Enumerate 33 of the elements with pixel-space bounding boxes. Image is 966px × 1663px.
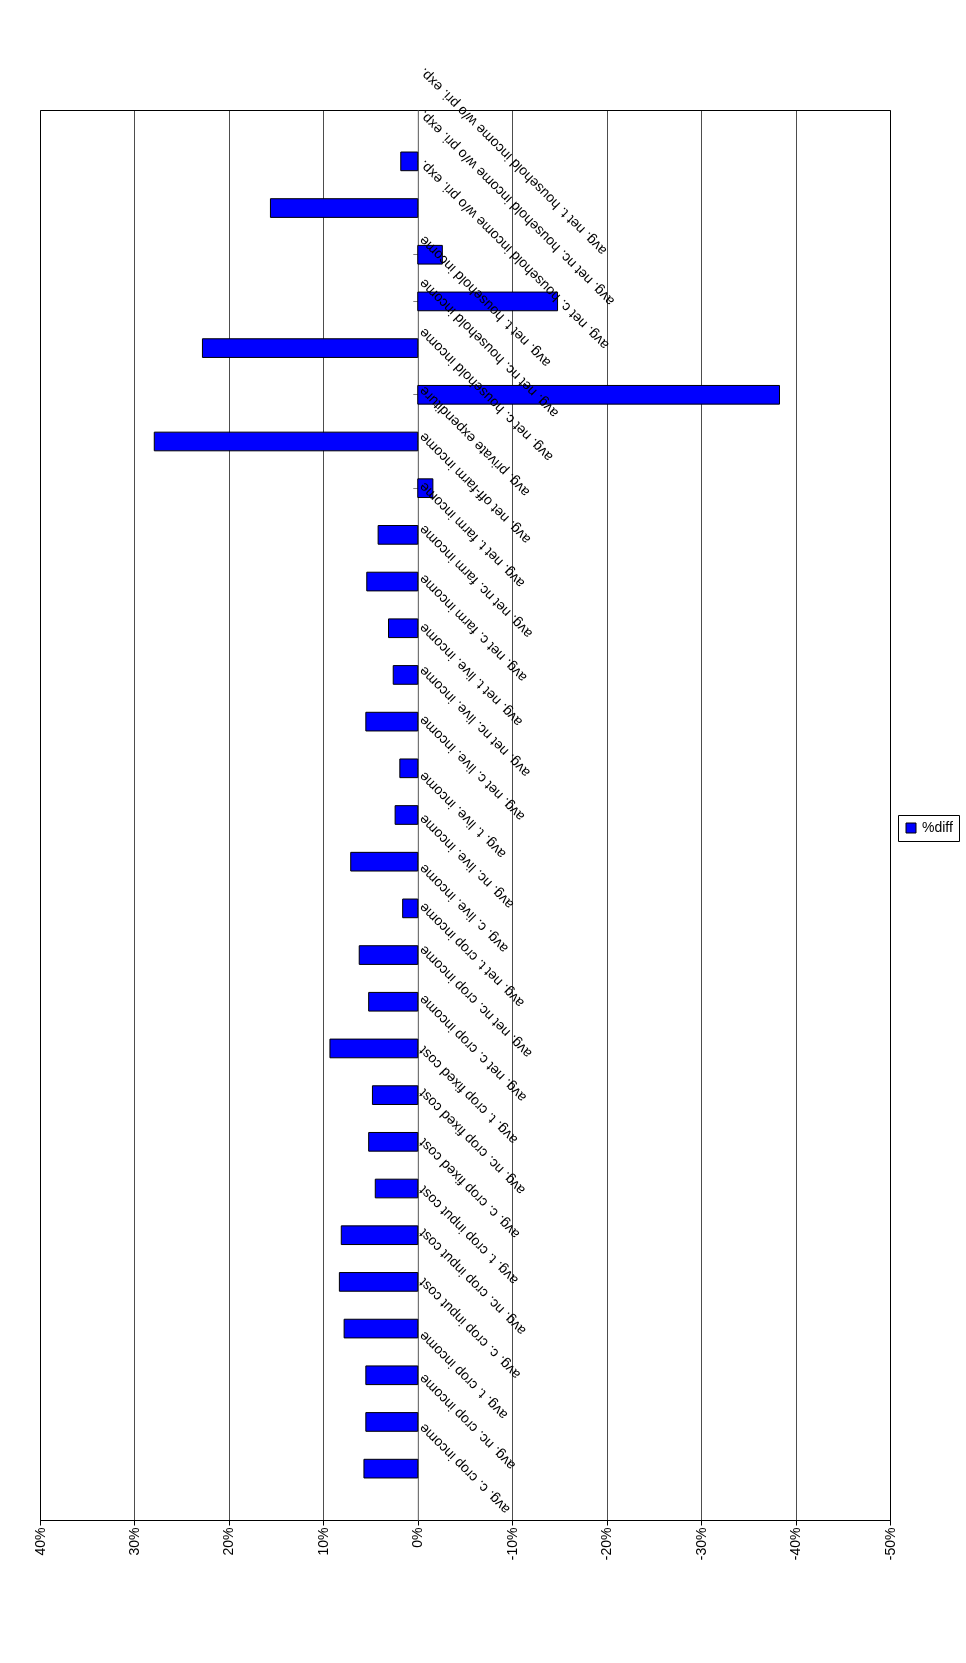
legend-label: %diff <box>922 819 953 835</box>
x-tick-label: 10% <box>314 1527 331 1556</box>
bar <box>329 1038 419 1059</box>
x-tick-label: -20% <box>598 1527 615 1561</box>
bar <box>343 1318 419 1339</box>
bar <box>400 151 419 172</box>
bar <box>365 1412 419 1432</box>
bar <box>377 525 419 545</box>
x-tick-label: -40% <box>787 1527 804 1561</box>
x-tick-label: 30% <box>125 1527 142 1556</box>
x-tick-label: -30% <box>692 1527 709 1561</box>
x-tick-label: 20% <box>220 1527 237 1556</box>
x-tick-label: -10% <box>503 1527 520 1561</box>
bar <box>368 1131 419 1152</box>
bar <box>338 1272 419 1292</box>
x-tick-label: 40% <box>31 1527 48 1556</box>
bar <box>394 805 419 825</box>
bar <box>402 898 419 919</box>
bar <box>368 991 419 1012</box>
bar <box>365 1365 419 1386</box>
bar <box>366 571 419 592</box>
x-tick-label: -50% <box>881 1527 898 1561</box>
bar <box>363 1458 419 1479</box>
bar <box>371 1085 419 1105</box>
bar <box>399 758 419 779</box>
bar <box>340 1225 419 1246</box>
bar <box>388 618 419 639</box>
bar <box>365 711 419 732</box>
bar <box>350 851 419 872</box>
bar <box>358 945 419 965</box>
bar <box>374 1178 419 1199</box>
x-tick-label: 0% <box>409 1527 426 1548</box>
bar <box>392 665 419 685</box>
